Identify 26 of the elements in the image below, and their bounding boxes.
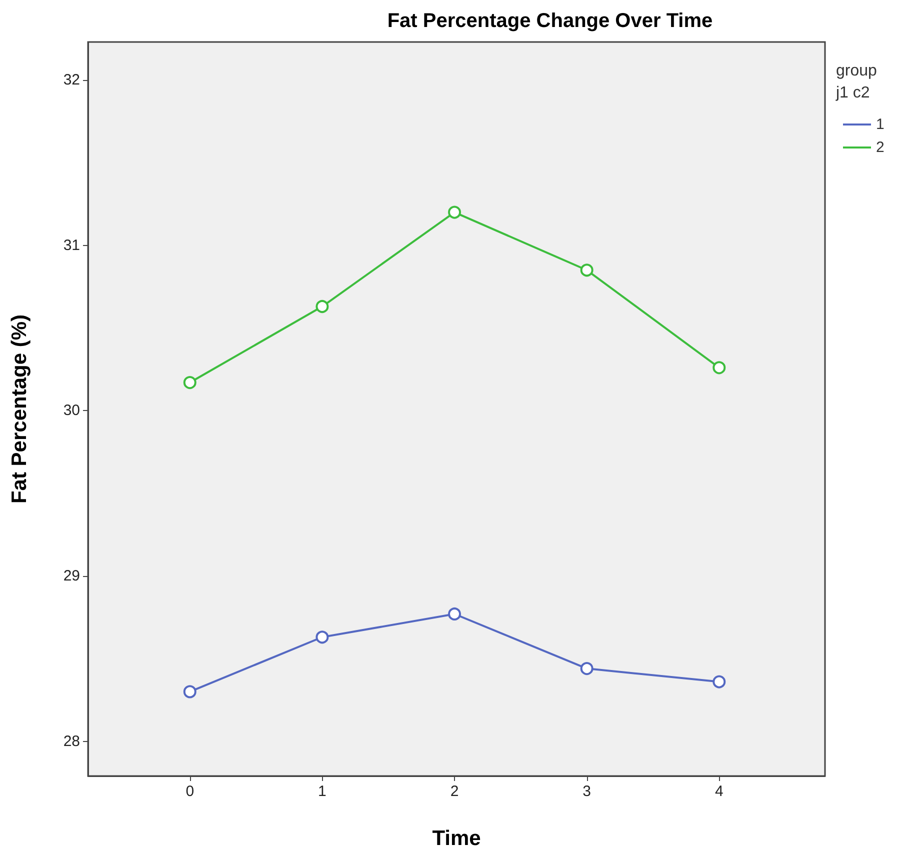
point: [712, 361, 726, 374]
x-axis-title: Time: [432, 827, 481, 850]
point: [712, 675, 726, 688]
x-tick-label: 4: [714, 783, 724, 800]
point: [183, 685, 196, 698]
point: [316, 300, 329, 313]
chart-title: Fat Percentage Change Over Time: [387, 10, 713, 32]
point: [580, 662, 594, 676]
point: [183, 376, 196, 390]
x-tick-label: 1: [318, 783, 326, 800]
x-tick-label: 0: [186, 783, 194, 800]
x-tick-label: 3: [582, 783, 592, 800]
point: [316, 630, 329, 644]
legend-label: 2: [876, 139, 884, 156]
y-tick-label: 31: [63, 236, 80, 254]
y-tick-label: 30: [63, 402, 80, 420]
y-axis-title: Fat Percentage (%): [8, 314, 31, 504]
y-tick-label: 29: [63, 567, 80, 584]
legend-label: 1: [876, 116, 884, 133]
x-tick-label: 2: [450, 783, 459, 800]
legend-title: group j1 c2: [835, 62, 882, 102]
point: [580, 264, 594, 277]
y-tick-label: 28: [63, 732, 80, 750]
point: [448, 206, 462, 219]
y-tick-label: 32: [63, 72, 80, 89]
point: [448, 607, 462, 620]
